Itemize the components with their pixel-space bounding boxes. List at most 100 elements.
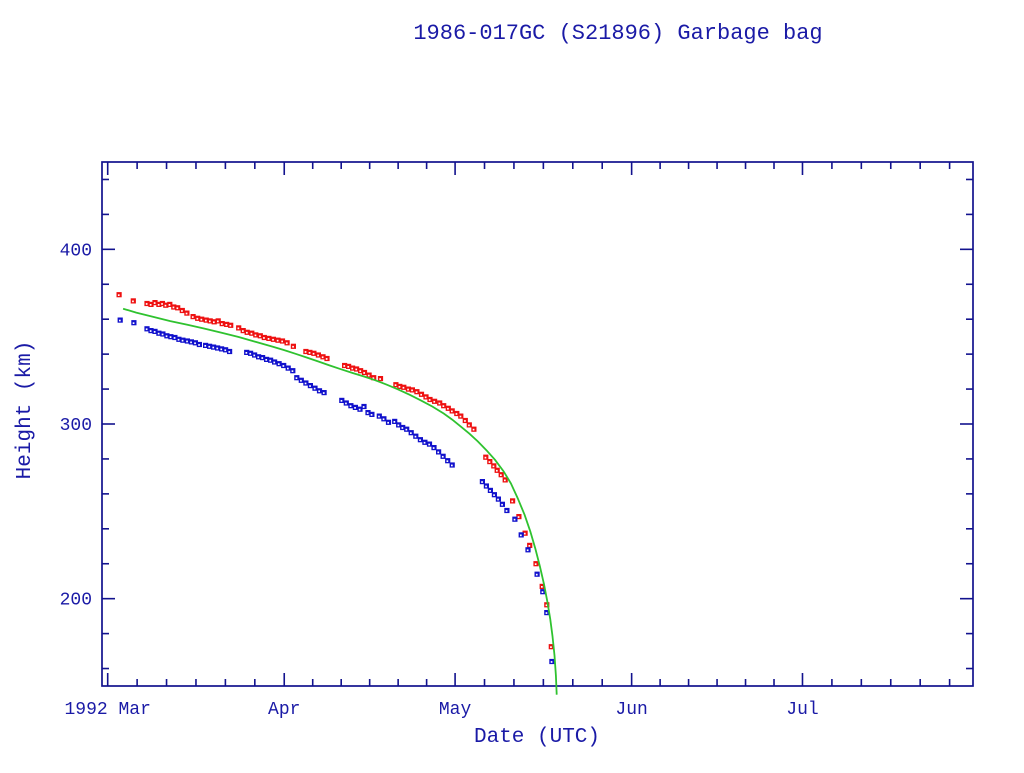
apogee-height-marker-dot (272, 338, 274, 341)
x-axis-title: Date (UTC) (474, 726, 600, 749)
apogee-height-marker-dot (355, 368, 358, 371)
apogee-height-marker-dot (200, 318, 203, 321)
perigee-height-marker-dot (432, 447, 435, 449)
apogee-height-marker-dot (157, 304, 160, 306)
perigee-height-marker-dot (387, 421, 389, 424)
apogee-height-marker-dot (191, 316, 194, 318)
apogee-height-marker-dot (468, 424, 470, 427)
apogee-height-marker-dot (464, 420, 466, 422)
perigee-height-marker-dot (513, 518, 516, 521)
apogee-height-marker-dot (276, 339, 279, 342)
apogee-height-marker-dot (168, 304, 171, 306)
apogee-height-marker-dot (225, 324, 228, 326)
perigee-height-marker-dot (349, 405, 352, 407)
perigee-height-marker-dot (437, 451, 440, 454)
apogee-height-marker-dot (351, 367, 354, 370)
perigee-height-marker-dot (181, 339, 184, 342)
apogee-height-marker-dot (149, 304, 152, 306)
perigee-height-marker-dot (501, 503, 503, 506)
perigee-height-marker-dot (304, 382, 307, 385)
apogee-height-marker-dot (420, 393, 422, 396)
apogee-height-marker-dot (459, 415, 462, 418)
apogee-height-marker-dot (242, 330, 244, 332)
perigee-height-marker-dot (169, 336, 172, 338)
perigee-height-marker-dot (145, 328, 148, 331)
perigee-height-marker-dot (446, 460, 449, 462)
perigee-height-marker-dot (190, 341, 192, 344)
apogee-height-marker-dot (145, 303, 148, 305)
perigee-height-marker-dot (245, 352, 248, 354)
perigee-height-marker-dot (208, 345, 211, 348)
apogee-height-marker-dot (343, 365, 346, 367)
perigee-height-marker-dot (526, 549, 529, 552)
perigee-height-marker-dot (149, 330, 152, 332)
apogee-height-marker-dot (205, 319, 207, 322)
apogee-height-marker-dot (161, 303, 163, 305)
perigee-height-marker-dot (362, 406, 365, 408)
perigee-height-marker-dot (405, 428, 408, 431)
apogee-height-marker-dot (117, 294, 120, 296)
perigee-height-marker-dot (481, 481, 483, 483)
apogee-height-marker-dot (492, 465, 495, 468)
apogee-height-marker-dot (172, 306, 175, 309)
apogee-height-marker-dot (281, 340, 283, 343)
y-axis-title: Height (km) (14, 341, 37, 480)
apogee-height-marker-dot (185, 312, 188, 315)
apogee-height-marker-dot (398, 386, 401, 388)
x-tick-label: Jun (615, 700, 647, 720)
perigee-height-marker-dot (186, 340, 188, 343)
perigee-height-marker-dot (153, 331, 156, 333)
perigee-height-marker-dot (393, 421, 396, 423)
apogee-height-marker-dot (237, 327, 240, 330)
perigee-height-marker-dot (414, 435, 417, 438)
apogee-height-marker-dot (213, 321, 215, 324)
perigee-height-marker-dot (520, 534, 522, 537)
perigee-height-marker-dot (132, 322, 135, 324)
apogee-height-marker-dot (534, 563, 537, 565)
perigee-height-marker-dot (493, 494, 495, 496)
perigee-height-marker-dot (249, 352, 252, 355)
perigee-height-marker-dot (212, 346, 215, 349)
perigee-height-marker-dot (194, 342, 196, 345)
perigee-height-marker-dot (428, 443, 430, 446)
perigee-height-marker-dot (318, 390, 320, 393)
apogee-height-marker-dot (164, 304, 167, 307)
apogee-height-marker-dot (528, 545, 531, 547)
apogee-height-marker-dot (221, 323, 223, 325)
apogee-height-marker-dot (541, 586, 543, 588)
perigee-height-marker-dot (309, 385, 311, 387)
perigee-height-marker-dot (497, 498, 499, 501)
apogee-height-marker-dot (442, 405, 445, 407)
y-tick-label: 200 (60, 591, 92, 611)
apogee-height-marker-dot (304, 351, 307, 353)
perigee-height-marker-dot (451, 464, 453, 467)
apogee-height-marker-dot (263, 337, 265, 339)
apogee-height-marker-dot (379, 378, 381, 380)
perigee-height-marker-dot (257, 356, 260, 359)
apogee-height-marker-dot (424, 396, 427, 399)
apogee-height-marker-dot (292, 345, 294, 348)
apogee-height-marker-dot (132, 300, 134, 303)
perigee-height-marker-dot (550, 661, 553, 663)
perigee-height-marker-dot (165, 335, 168, 338)
plot-border (101, 161, 974, 687)
apogee-height-marker-dot (246, 331, 248, 334)
perigee-height-marker-dot (322, 392, 325, 394)
apogee-height-marker-dot (488, 461, 491, 463)
perigee-height-marker-dot (291, 370, 294, 372)
perigee-height-marker-dot (358, 408, 361, 411)
perigee-height-marker-dot (505, 510, 508, 512)
apogee-height-marker-dot (411, 389, 413, 392)
apogee-height-marker-dot (438, 402, 441, 405)
perigee-height-marker-dot (397, 424, 400, 427)
perigee-height-marker-dot (261, 357, 264, 359)
x-tick-label: Apr (268, 700, 300, 720)
apogee-height-marker-dot (372, 377, 375, 379)
apogee-height-marker-dot (254, 334, 257, 337)
apogee-height-marker-dot (500, 474, 502, 476)
apogee-height-marker-dot (394, 384, 397, 386)
apogee-height-marker-dot (550, 646, 552, 648)
apogee-height-marker-dot (317, 354, 319, 357)
apogee-height-marker-dot (267, 338, 270, 340)
apogee-height-marker-dot (504, 479, 506, 482)
